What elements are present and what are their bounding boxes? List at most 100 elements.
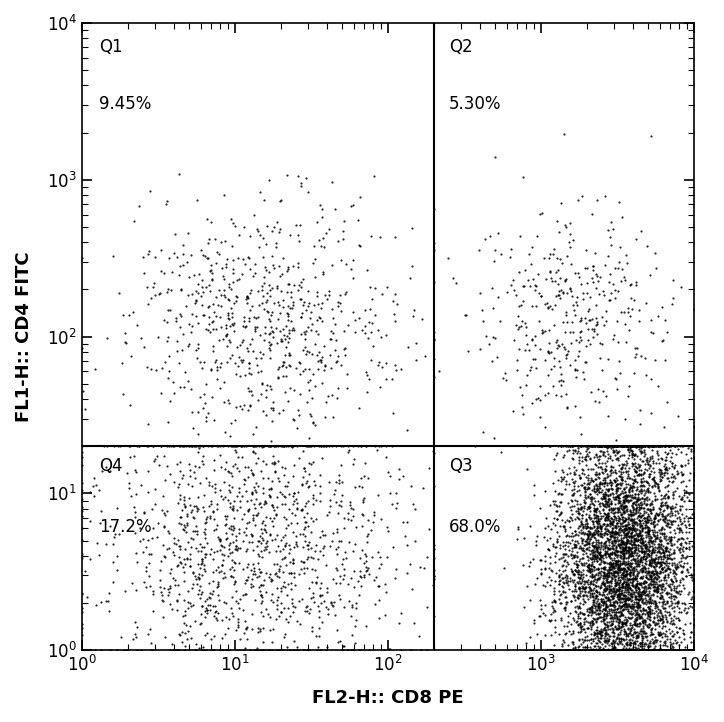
Point bbox=[666, 597, 678, 609]
Point bbox=[626, 513, 637, 525]
Point bbox=[576, 544, 588, 556]
Point bbox=[542, 644, 553, 656]
Point bbox=[629, 517, 641, 529]
Point bbox=[263, 266, 274, 277]
Point bbox=[641, 440, 653, 452]
Point bbox=[599, 457, 611, 469]
Point bbox=[597, 566, 609, 578]
Point bbox=[569, 513, 581, 524]
Point bbox=[615, 535, 626, 547]
Point bbox=[618, 621, 629, 632]
Point bbox=[649, 599, 661, 610]
Point bbox=[564, 467, 576, 479]
Point bbox=[638, 467, 649, 479]
Point bbox=[573, 271, 584, 283]
Point bbox=[626, 529, 637, 540]
Point bbox=[636, 644, 648, 656]
Point bbox=[605, 591, 617, 602]
Point bbox=[241, 290, 253, 302]
Point bbox=[147, 440, 159, 452]
Point bbox=[638, 446, 649, 458]
Point bbox=[598, 609, 610, 620]
Point bbox=[643, 515, 654, 526]
Point bbox=[172, 593, 183, 605]
Point bbox=[631, 635, 642, 646]
Point bbox=[406, 583, 418, 595]
Point bbox=[645, 573, 657, 584]
Point bbox=[581, 538, 592, 549]
Point bbox=[580, 313, 592, 324]
Point bbox=[654, 614, 665, 626]
Point bbox=[689, 578, 700, 589]
Point bbox=[330, 562, 342, 574]
Point bbox=[203, 578, 215, 589]
Point bbox=[281, 330, 292, 342]
Point bbox=[484, 338, 495, 349]
Point bbox=[669, 440, 681, 452]
Point bbox=[652, 514, 663, 526]
Point bbox=[648, 568, 660, 580]
Point bbox=[601, 552, 613, 563]
Point bbox=[602, 484, 613, 496]
Point bbox=[610, 526, 622, 538]
Point bbox=[251, 644, 263, 656]
Point bbox=[594, 352, 606, 363]
Point bbox=[295, 277, 307, 288]
Point bbox=[601, 523, 613, 535]
Point bbox=[616, 524, 628, 536]
Point bbox=[647, 553, 659, 565]
Point bbox=[606, 527, 618, 539]
Point bbox=[241, 342, 253, 354]
Point bbox=[593, 611, 605, 622]
Point bbox=[579, 644, 591, 656]
Point bbox=[574, 587, 586, 599]
Point bbox=[562, 251, 573, 262]
Point bbox=[580, 340, 592, 352]
Point bbox=[227, 504, 239, 516]
Point bbox=[587, 552, 599, 564]
Point bbox=[524, 520, 536, 531]
Point bbox=[535, 554, 547, 566]
Point bbox=[615, 552, 626, 564]
Point bbox=[591, 503, 602, 514]
Point bbox=[397, 471, 409, 482]
Point bbox=[644, 530, 656, 542]
Point bbox=[245, 385, 256, 396]
Point bbox=[384, 488, 396, 500]
Point bbox=[642, 525, 654, 536]
Point bbox=[542, 543, 553, 554]
Point bbox=[592, 543, 603, 554]
Point bbox=[624, 644, 636, 656]
Point bbox=[629, 573, 641, 585]
Point bbox=[639, 614, 651, 626]
Point bbox=[634, 469, 645, 480]
Point bbox=[576, 634, 588, 645]
Point bbox=[307, 497, 319, 509]
Point bbox=[640, 542, 652, 553]
Point bbox=[387, 498, 398, 510]
Point bbox=[624, 644, 636, 656]
Point bbox=[630, 440, 641, 452]
Point bbox=[282, 308, 294, 320]
Point bbox=[598, 604, 610, 615]
Point bbox=[621, 629, 633, 640]
Point bbox=[614, 644, 626, 656]
Point bbox=[639, 562, 651, 573]
Point bbox=[635, 440, 647, 452]
Point bbox=[610, 633, 622, 645]
Point bbox=[548, 320, 560, 331]
Point bbox=[312, 364, 324, 375]
Point bbox=[683, 586, 694, 597]
Point bbox=[333, 469, 345, 481]
Point bbox=[613, 561, 624, 573]
Point bbox=[266, 475, 278, 487]
Point bbox=[285, 383, 296, 394]
Point bbox=[608, 570, 620, 581]
Point bbox=[634, 517, 646, 529]
Point bbox=[647, 628, 658, 640]
Point bbox=[630, 644, 641, 656]
Point bbox=[643, 521, 654, 533]
Point bbox=[626, 601, 638, 613]
Point bbox=[661, 588, 673, 599]
Point bbox=[594, 642, 606, 653]
